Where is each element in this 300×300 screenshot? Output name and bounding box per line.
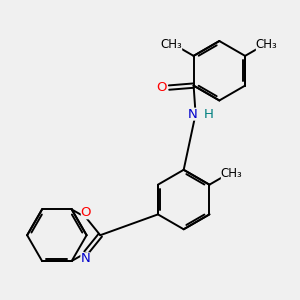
Text: O: O (157, 81, 167, 94)
Text: O: O (81, 206, 91, 219)
Text: CH₃: CH₃ (256, 38, 278, 52)
Text: N: N (188, 108, 197, 121)
Text: CH₃: CH₃ (221, 167, 243, 180)
Text: N: N (80, 252, 90, 265)
Text: H: H (204, 108, 214, 121)
Text: CH₃: CH₃ (160, 38, 182, 52)
